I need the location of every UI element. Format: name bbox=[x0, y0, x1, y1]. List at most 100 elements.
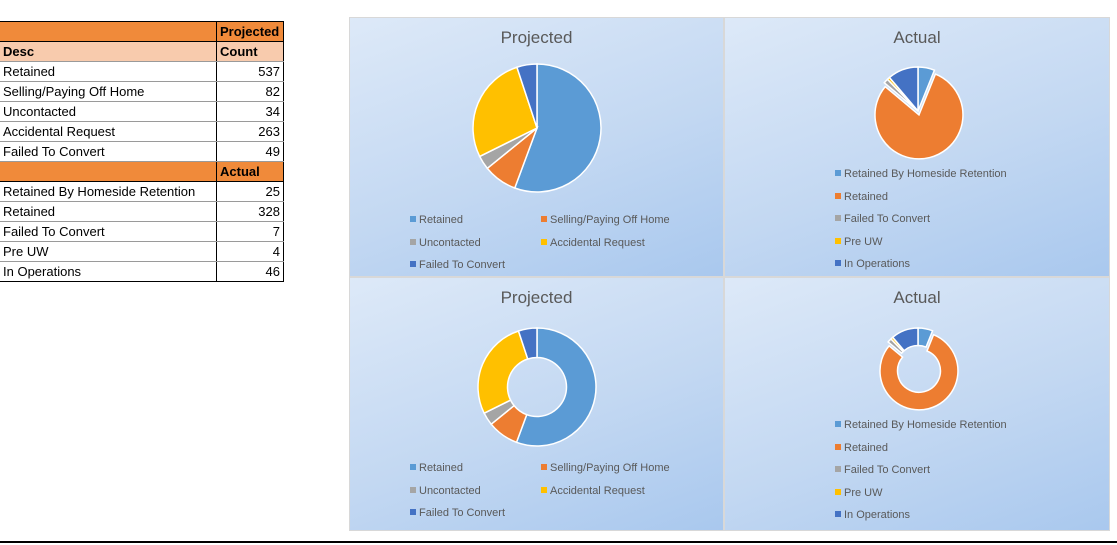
header-blank-cell[interactable] bbox=[0, 22, 217, 42]
row-label-cell[interactable]: In Operations bbox=[0, 262, 217, 282]
legend-swatch bbox=[835, 489, 841, 495]
row-label-cell[interactable]: Failed To Convert bbox=[0, 142, 217, 162]
legend-label: Retained bbox=[419, 462, 463, 474]
legend-swatch bbox=[835, 260, 841, 266]
legend-item[interactable]: Accidental Request bbox=[541, 237, 645, 250]
legend-item[interactable]: Failed To Convert bbox=[835, 213, 930, 226]
legend-item[interactable]: Retained bbox=[410, 462, 463, 475]
header-count-cell[interactable]: Count bbox=[217, 42, 284, 62]
table-row: Retained 537 bbox=[0, 62, 284, 82]
chart-title: Actual bbox=[725, 28, 1109, 48]
row-label-cell[interactable]: Retained bbox=[0, 62, 217, 82]
legend-label: Accidental Request bbox=[550, 485, 645, 497]
legend-item[interactable]: Uncontacted bbox=[410, 237, 481, 250]
legend-label: Retained bbox=[844, 442, 888, 454]
legend-item[interactable]: Pre UW bbox=[835, 487, 883, 500]
legend-item[interactable]: Pre UW bbox=[835, 236, 883, 249]
legend-label: Retained By Homeside Retention bbox=[844, 419, 1007, 431]
legend-label: In Operations bbox=[844, 509, 910, 521]
row-label-cell[interactable]: Uncontacted bbox=[0, 102, 217, 122]
legend-swatch bbox=[410, 464, 416, 470]
legend-label: Pre UW bbox=[844, 487, 883, 499]
legend-swatch bbox=[835, 193, 841, 199]
pie-plot bbox=[868, 61, 968, 161]
legend-item[interactable]: Failed To Convert bbox=[410, 259, 505, 272]
row-label-cell[interactable]: Pre UW bbox=[0, 242, 217, 262]
header-projected-cell[interactable]: Projected bbox=[217, 22, 284, 42]
legend-item[interactable]: Retained By Homeside Retention bbox=[835, 168, 1007, 181]
row-label-cell[interactable]: Retained bbox=[0, 202, 217, 222]
row-value-cell[interactable]: 4 bbox=[217, 242, 284, 262]
legend-swatch bbox=[541, 239, 547, 245]
legend-label: Retained bbox=[419, 214, 463, 226]
chart-projected-pie[interactable]: Projected Retained Selling/Paying Off Hom… bbox=[349, 17, 724, 277]
legend-swatch bbox=[835, 511, 841, 517]
legend-swatch bbox=[541, 464, 547, 470]
row-value-cell[interactable]: 263 bbox=[217, 122, 284, 142]
legend-label: In Operations bbox=[844, 258, 910, 270]
legend-swatch bbox=[410, 216, 416, 222]
chart-title: Actual bbox=[725, 288, 1109, 308]
legend-label: Failed To Convert bbox=[419, 507, 505, 519]
legend-item[interactable]: Selling/Paying Off Home bbox=[541, 214, 670, 227]
legend-item[interactable]: Uncontacted bbox=[410, 485, 481, 498]
legend-label: Selling/Paying Off Home bbox=[550, 214, 670, 226]
chart-actual-doughnut[interactable]: Actual Retained By Homeside Retention Ret… bbox=[724, 277, 1110, 531]
legend-label: Failed To Convert bbox=[419, 259, 505, 271]
legend-label: Failed To Convert bbox=[844, 464, 930, 476]
legend-item[interactable]: Retained bbox=[835, 191, 888, 204]
header-desc-cell[interactable]: Desc bbox=[0, 42, 217, 62]
table-row: Uncontacted 34 bbox=[0, 102, 284, 122]
row-value-cell[interactable]: 328 bbox=[217, 202, 284, 222]
row-label-cell[interactable]: Retained By Homeside Retention bbox=[0, 182, 217, 202]
doughnut-plot bbox=[472, 322, 602, 452]
legend-swatch bbox=[541, 216, 547, 222]
header-actual-cell[interactable]: Actual bbox=[217, 162, 284, 182]
table-header-actual: Actual bbox=[0, 162, 284, 182]
row-label-cell[interactable]: Failed To Convert bbox=[0, 222, 217, 242]
legend-item[interactable]: Retained bbox=[410, 214, 463, 227]
table-header-projected: Projected bbox=[0, 22, 284, 42]
table-header-desc: Desc Count bbox=[0, 42, 284, 62]
row-value-cell[interactable]: 46 bbox=[217, 262, 284, 282]
legend-swatch bbox=[835, 170, 841, 176]
legend-swatch bbox=[835, 421, 841, 427]
data-table: Projected Desc Count Retained 537 Sellin… bbox=[0, 21, 284, 282]
legend-swatch bbox=[410, 487, 416, 493]
legend-swatch bbox=[410, 509, 416, 515]
chart-actual-pie[interactable]: Actual Retained By Homeside Retention Ret… bbox=[724, 17, 1110, 277]
legend-swatch bbox=[541, 487, 547, 493]
legend-swatch bbox=[410, 239, 416, 245]
pie-slice-4[interactable] bbox=[478, 331, 528, 413]
legend-swatch bbox=[835, 238, 841, 244]
row-value-cell[interactable]: 49 bbox=[217, 142, 284, 162]
chart-projected-doughnut[interactable]: Projected Retained Selling/Paying Off Hom… bbox=[349, 277, 724, 531]
legend-label: Selling/Paying Off Home bbox=[550, 462, 670, 474]
row-value-cell[interactable]: 537 bbox=[217, 62, 284, 82]
legend-label: Pre UW bbox=[844, 236, 883, 248]
doughnut-plot bbox=[873, 322, 963, 412]
row-label-cell[interactable]: Accidental Request bbox=[0, 122, 217, 142]
legend-item[interactable]: Selling/Paying Off Home bbox=[541, 462, 670, 475]
legend-item[interactable]: Failed To Convert bbox=[835, 464, 930, 477]
legend-item[interactable]: Retained By Homeside Retention bbox=[835, 419, 1007, 432]
table-row: Failed To Convert 7 bbox=[0, 222, 284, 242]
legend-label: Retained bbox=[844, 191, 888, 203]
table-row: In Operations 46 bbox=[0, 262, 284, 282]
row-value-cell[interactable]: 7 bbox=[217, 222, 284, 242]
legend-item[interactable]: In Operations bbox=[835, 509, 910, 522]
header-blank-cell[interactable] bbox=[0, 162, 217, 182]
table-row: Retained By Homeside Retention 25 bbox=[0, 182, 284, 202]
row-value-cell[interactable]: 34 bbox=[217, 102, 284, 122]
legend-label: Uncontacted bbox=[419, 237, 481, 249]
row-value-cell[interactable]: 25 bbox=[217, 182, 284, 202]
legend-item[interactable]: Retained bbox=[835, 442, 888, 455]
table-row: Accidental Request 263 bbox=[0, 122, 284, 142]
legend-item[interactable]: In Operations bbox=[835, 258, 910, 271]
row-label-cell[interactable]: Selling/Paying Off Home bbox=[0, 82, 217, 102]
table-row: Failed To Convert 49 bbox=[0, 142, 284, 162]
legend-label: Accidental Request bbox=[550, 237, 645, 249]
legend-item[interactable]: Failed To Convert bbox=[410, 507, 505, 520]
row-value-cell[interactable]: 82 bbox=[217, 82, 284, 102]
legend-item[interactable]: Accidental Request bbox=[541, 485, 645, 498]
